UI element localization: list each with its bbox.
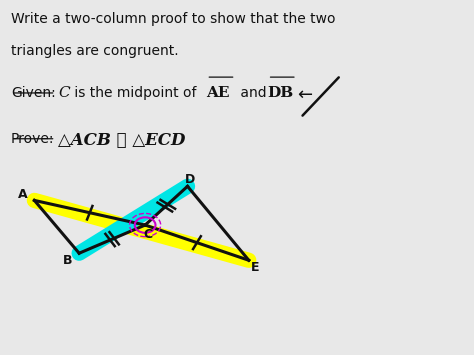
Text: and: and: [236, 86, 271, 100]
Text: D: D: [185, 174, 195, 186]
Text: Given:: Given:: [11, 86, 55, 100]
Text: E: E: [251, 261, 260, 274]
Text: B: B: [63, 254, 72, 267]
Text: ←: ←: [297, 86, 312, 104]
Text: △ACB ≅ △ECD: △ACB ≅ △ECD: [58, 132, 185, 149]
Text: Prove:: Prove:: [11, 132, 55, 146]
Text: DB: DB: [268, 86, 294, 100]
Text: C: C: [143, 228, 152, 241]
Text: AE: AE: [206, 86, 230, 100]
Text: C: C: [58, 86, 70, 100]
Text: Write a two-column proof to show that the two: Write a two-column proof to show that th…: [11, 12, 335, 26]
Text: A: A: [18, 187, 27, 201]
Text: triangles are congruent.: triangles are congruent.: [11, 44, 178, 58]
Text: is the midpoint of: is the midpoint of: [70, 86, 201, 100]
